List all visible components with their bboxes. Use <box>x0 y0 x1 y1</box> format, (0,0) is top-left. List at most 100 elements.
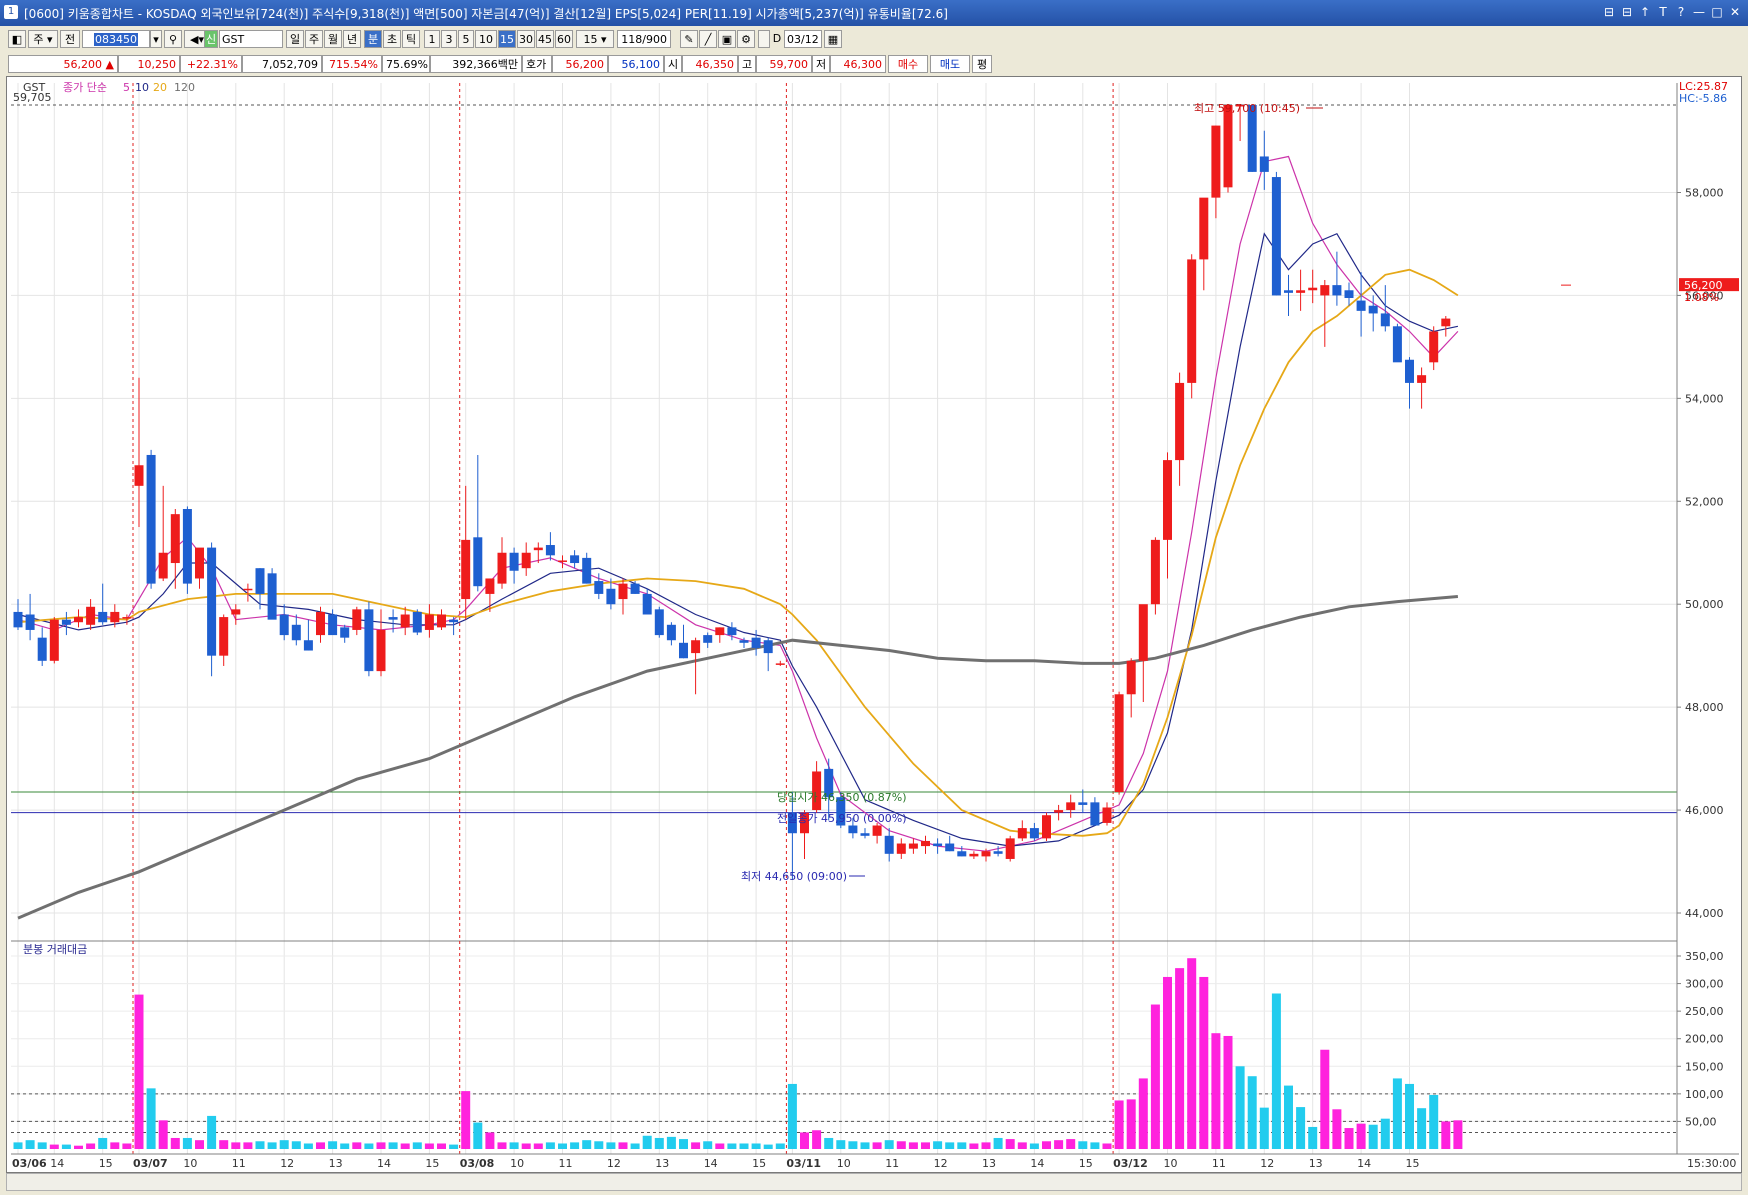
interval-3[interactable]: 3 <box>441 30 457 48</box>
candle <box>1344 282 1354 306</box>
app-icon: 1 <box>4 5 18 19</box>
chart-scrollbar[interactable] <box>6 1173 1742 1191</box>
save-icon[interactable]: ▣ <box>718 30 736 48</box>
candle <box>437 609 446 630</box>
volume-bar <box>800 1132 809 1149</box>
code-dropdown-icon[interactable]: ▾ <box>150 30 162 48</box>
calendar-icon[interactable]: ▦ <box>824 30 842 48</box>
price-tick-label: 50,000 <box>1685 598 1724 611</box>
candle <box>25 593 35 641</box>
window-button-layout-icon[interactable]: ⊟ <box>1603 5 1615 19</box>
stock-code-input[interactable]: 083450 <box>82 30 150 48</box>
toolbar: ◧ 주 ▾ 전 083450 ▾ ⚲ ◀▾ 신 GST 일 주 월 년 분 초 … <box>0 28 1748 52</box>
candle <box>243 583 253 602</box>
candle <box>364 601 374 677</box>
volume-bar <box>509 1142 519 1149</box>
period-year[interactable]: 년 <box>343 30 361 48</box>
period-second[interactable]: 초 <box>383 30 401 48</box>
d-checkbox[interactable] <box>758 30 770 48</box>
candle-body <box>328 614 338 636</box>
window-button-link-icon[interactable]: ⊟ <box>1621 5 1633 19</box>
volume-bar <box>49 1144 59 1149</box>
time-tick-label: 12 <box>934 1157 948 1170</box>
candle <box>993 846 1003 857</box>
candle <box>340 624 350 643</box>
period-month[interactable]: 월 <box>324 30 342 48</box>
interval-select[interactable]: 15 ▾ <box>576 30 614 48</box>
volume-bar <box>1163 976 1172 1149</box>
volume-bar <box>291 1141 301 1149</box>
candle <box>231 604 241 625</box>
volume-bar <box>1187 958 1197 1149</box>
candle-body <box>787 812 797 834</box>
interval-45[interactable]: 45 <box>536 30 554 48</box>
candle <box>388 609 398 633</box>
period-week[interactable]: 주 <box>305 30 323 48</box>
buy-button[interactable]: 매수 <box>888 55 928 73</box>
candle-body <box>316 611 325 636</box>
sell-button[interactable]: 매도 <box>930 55 970 73</box>
candle <box>1211 125 1221 219</box>
candle <box>182 506 192 594</box>
volume-bar <box>824 1137 834 1149</box>
candle-body <box>49 619 59 661</box>
layout-icon[interactable]: ◧ <box>8 30 26 48</box>
high-annotation: 최고 59,700 (10:45) <box>1194 102 1300 115</box>
volume-pct: 715.54% <box>322 55 382 73</box>
date-field[interactable]: 03/12 <box>784 30 822 48</box>
window-maximize-button[interactable]: □ <box>1711 5 1723 19</box>
new-stock-badge[interactable]: 신 <box>204 30 218 48</box>
volume-bar <box>654 1137 664 1149</box>
stock-name-field[interactable]: GST <box>219 30 283 48</box>
mode-select-1[interactable]: 주 ▾ <box>28 30 58 48</box>
candle <box>13 599 23 630</box>
interval-1[interactable]: 1 <box>424 30 440 48</box>
volume-bar <box>896 1141 906 1149</box>
candle <box>582 552 592 584</box>
gear-icon[interactable]: ⚙ <box>737 30 755 48</box>
window-button-pin-icon[interactable]: ↑ <box>1639 5 1651 19</box>
volume-bar <box>848 1141 858 1149</box>
period-day[interactable]: 일 <box>286 30 304 48</box>
candle <box>787 792 797 880</box>
candle <box>933 838 943 854</box>
period-tick[interactable]: 틱 <box>402 30 420 48</box>
candle-body <box>642 593 652 615</box>
interval-5[interactable]: 5 <box>458 30 474 48</box>
interval-30[interactable]: 30 <box>517 30 535 48</box>
volume-bar <box>642 1135 652 1149</box>
window-title: [0600] 키움종합차트 - KOSDAQ 외국인보유[724(천)] 주식수… <box>24 7 948 21</box>
period-minute[interactable]: 분 <box>364 30 382 48</box>
mode-select-2[interactable]: 전 <box>60 30 80 48</box>
trend-tool-icon[interactable]: ╱ <box>699 30 717 48</box>
volume-bar <box>340 1143 350 1149</box>
interval-15[interactable]: 15 <box>498 30 516 48</box>
candle-body <box>61 619 71 625</box>
candle-body <box>957 851 967 857</box>
time-tick-label: 12 <box>280 1157 294 1170</box>
price-tick-label: 52,000 <box>1685 495 1724 508</box>
candle-body <box>424 614 434 630</box>
volume-bar <box>1211 1033 1221 1149</box>
interval-60[interactable]: 60 <box>555 30 573 48</box>
ma-line-120 <box>17 595 1459 920</box>
open-price: 46,350 <box>682 55 738 73</box>
volume-bar <box>1259 1107 1269 1149</box>
candle <box>727 622 737 641</box>
search-icon[interactable]: ⚲ <box>164 30 182 48</box>
window-button-help-icon[interactable]: ? <box>1677 5 1685 19</box>
window-button-font-icon[interactable]: T <box>1659 5 1667 19</box>
candle-body <box>1284 290 1293 293</box>
volume-bar <box>1078 1141 1088 1149</box>
drawing-tool-icon[interactable]: ✎ <box>680 30 698 48</box>
price-chart[interactable]: 58,000 56,000 54,000 52,000 50,000 48,000 46,0… <box>7 77 1741 1172</box>
interval-10[interactable]: 10 <box>475 30 497 48</box>
candle-body <box>763 640 773 654</box>
candle-body <box>1126 660 1136 695</box>
count-field[interactable]: 118/900 <box>617 30 671 48</box>
window-minimize-button[interactable]: — <box>1693 5 1705 19</box>
candle-body <box>751 637 761 648</box>
avg-button[interactable]: 평 <box>972 55 992 73</box>
time-tick-label: 03/12 <box>1113 1157 1148 1170</box>
window-close-button[interactable]: ✕ <box>1729 5 1741 19</box>
